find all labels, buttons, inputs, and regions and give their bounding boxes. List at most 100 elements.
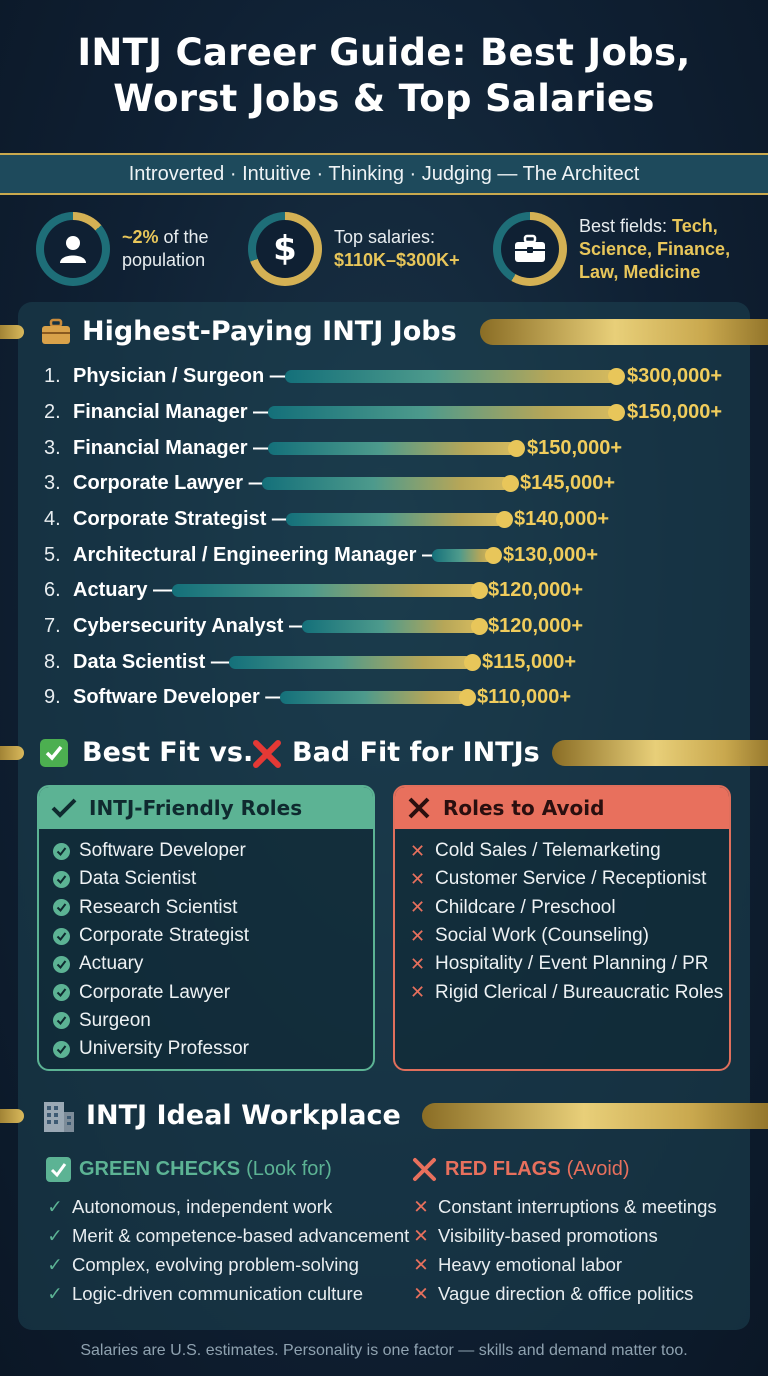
salary-bar-endpoint — [496, 511, 513, 528]
job-title: Actuary — — [73, 579, 174, 601]
friendly-role-label: Corporate Strategist — [79, 925, 250, 947]
friendly-roles-card: INTJ-Friendly Roles Software Developer Da… — [37, 785, 375, 1071]
friendly-role-label: Actuary — [79, 953, 144, 975]
avoid-role-label: Cold Sales / Telemarketing — [435, 840, 661, 862]
avoid-role-item: ✕ Rigid Clerical / Bureaucratic Roles — [395, 978, 729, 1006]
job-row: 1. Physician / Surgeon — $300,000+ — [0, 361, 768, 391]
workplace-section-title: INTJ Ideal Workplace — [86, 1100, 401, 1131]
salary-bar-endpoint — [608, 404, 625, 421]
job-title: Cybersecurity Analyst — — [73, 615, 310, 637]
x-icon: ✕ — [409, 982, 426, 1003]
friendly-role-item: Corporate Lawyer — [39, 978, 373, 1006]
x-icon: ✕ — [413, 1282, 429, 1304]
job-row: 7. Cybersecurity Analyst — $120,000+ — [0, 611, 768, 641]
fit-section-title-a: Best Fit vs. — [82, 737, 254, 768]
friendly-role-label: Research Scientist — [79, 896, 238, 918]
red-flag-label: Vague direction & office politics — [438, 1282, 694, 1304]
friendly-role-label: Data Scientist — [79, 868, 197, 890]
salary-bar-endpoint — [508, 440, 525, 457]
avoid-role-item: ✕ Cold Sales / Telemarketing — [395, 837, 729, 865]
friendly-role-label: Corporate Lawyer — [79, 981, 231, 1003]
friendly-roles-header: INTJ-Friendly Roles — [39, 787, 373, 829]
job-salary: $115,000+ — [482, 651, 576, 673]
job-title: Software Developer — — [73, 686, 286, 708]
job-row: 3. Financial Manager — $150,000+ — [0, 433, 768, 463]
job-row: 9. Software Developer — $110,000+ — [0, 682, 768, 712]
job-title: Corporate Strategist — — [73, 508, 292, 530]
check-circle-icon — [53, 1040, 70, 1058]
salary-bar-endpoint — [502, 475, 519, 492]
gold-stub — [0, 1109, 24, 1123]
avoid-role-item: ✕ Childcare / Preschool — [395, 894, 729, 922]
check-circle-icon — [53, 955, 70, 973]
friendly-role-item: Data Scientist — [39, 865, 373, 893]
gold-divider — [422, 1103, 768, 1129]
x-icon: ✕ — [409, 897, 426, 918]
avoid-roles-header: Roles to Avoid — [395, 787, 729, 829]
job-rank: 7. — [44, 615, 61, 637]
salary-bar — [229, 656, 472, 669]
check-circle-icon — [53, 870, 70, 888]
job-salary: $120,000+ — [488, 615, 584, 637]
job-row: 8. Data Scientist — $115,000+ — [0, 647, 768, 677]
job-title: Corporate Lawyer — — [73, 472, 269, 494]
fields-ring — [493, 212, 567, 286]
jobs-section-header: Highest-Paying INTJ Jobs — [0, 312, 768, 352]
green-checks-list: ✓ Autonomous, independent work ✓ Merit & co… — [46, 1192, 409, 1308]
check-circle-icon — [53, 1012, 70, 1030]
salary-bar-endpoint — [464, 654, 481, 671]
salary-bar-endpoint — [608, 368, 625, 385]
job-row: 6. Actuary — $120,000+ — [0, 575, 768, 605]
salary-bar — [432, 549, 493, 562]
red-flag-item: ✕ Constant interruptions & meetings — [412, 1192, 717, 1221]
green-check-label: Autonomous, independent work — [72, 1195, 333, 1217]
friendly-role-label: Surgeon — [79, 1009, 151, 1031]
avoid-roles-list: ✕ Cold Sales / Telemarketing ✕ Customer Ser… — [395, 829, 729, 1007]
red-flag-label: Visibility-based promotions — [438, 1224, 658, 1246]
population-text: ~2% of the population — [122, 227, 209, 270]
check-box-icon — [40, 739, 68, 767]
friendly-role-item: Surgeon — [39, 1007, 373, 1035]
x-icon: ✕ — [413, 1224, 429, 1246]
red-flag-label: Constant interruptions & meetings — [438, 1195, 717, 1217]
person-icon — [60, 236, 86, 263]
green-check-item: ✓ Autonomous, independent work — [46, 1192, 409, 1221]
stat-fields: Best fields: Tech, Science, Finance, Law… — [493, 212, 753, 286]
green-check-item: ✓ Complex, evolving problem-solving — [46, 1250, 409, 1279]
population-ring — [36, 212, 110, 286]
check-circle-icon — [53, 899, 70, 917]
checkmark-icon: ✓ — [47, 1253, 63, 1275]
fit-section-title-b: Bad Fit for INTJs — [292, 737, 540, 768]
red-flag-item: ✕ Heavy emotional labor — [412, 1250, 717, 1279]
friendly-role-label: Software Developer — [79, 840, 246, 862]
x-icon: ✕ — [409, 925, 426, 946]
salary-bar — [280, 691, 467, 704]
job-salary: $150,000+ — [627, 401, 723, 423]
job-title: Data Scientist — — [73, 651, 231, 673]
checkmark-icon: ✓ — [47, 1224, 63, 1246]
red-flag-item: ✕ Visibility-based promotions — [412, 1221, 717, 1250]
avoid-role-label: Rigid Clerical / Bureaucratic Roles — [435, 981, 724, 1003]
salary-bar — [302, 620, 479, 633]
job-rank: 2. — [44, 401, 61, 423]
subtitle: Introverted · Intuitive · Thinking · Jud… — [128, 163, 640, 185]
friendly-role-item: Software Developer — [39, 837, 373, 865]
job-salary: $130,000+ — [503, 544, 599, 566]
check-circle-icon — [53, 984, 70, 1002]
gold-divider — [552, 740, 768, 766]
salary-bar — [285, 370, 616, 383]
checkmark-icon: ✓ — [47, 1195, 63, 1217]
red-flags-column: RED FLAGS (Avoid) ✕ Constant interruption… — [412, 1152, 717, 1308]
x-icon: ✕ — [413, 1253, 429, 1275]
green-checks-note: (Look for) — [246, 1157, 332, 1180]
x-icon: ✕ — [409, 868, 426, 889]
cross-mark-icon — [253, 740, 281, 768]
salary-bar — [262, 477, 510, 490]
friendly-role-item: Corporate Strategist — [39, 922, 373, 950]
job-title: Financial Manager — — [73, 437, 274, 459]
job-salary: $120,000+ — [488, 579, 584, 601]
avoid-roles-title: Roles to Avoid — [443, 796, 605, 820]
job-rank: 5. — [44, 544, 61, 566]
dollar-icon: $ — [273, 229, 297, 269]
job-salary: $145,000+ — [520, 472, 616, 494]
